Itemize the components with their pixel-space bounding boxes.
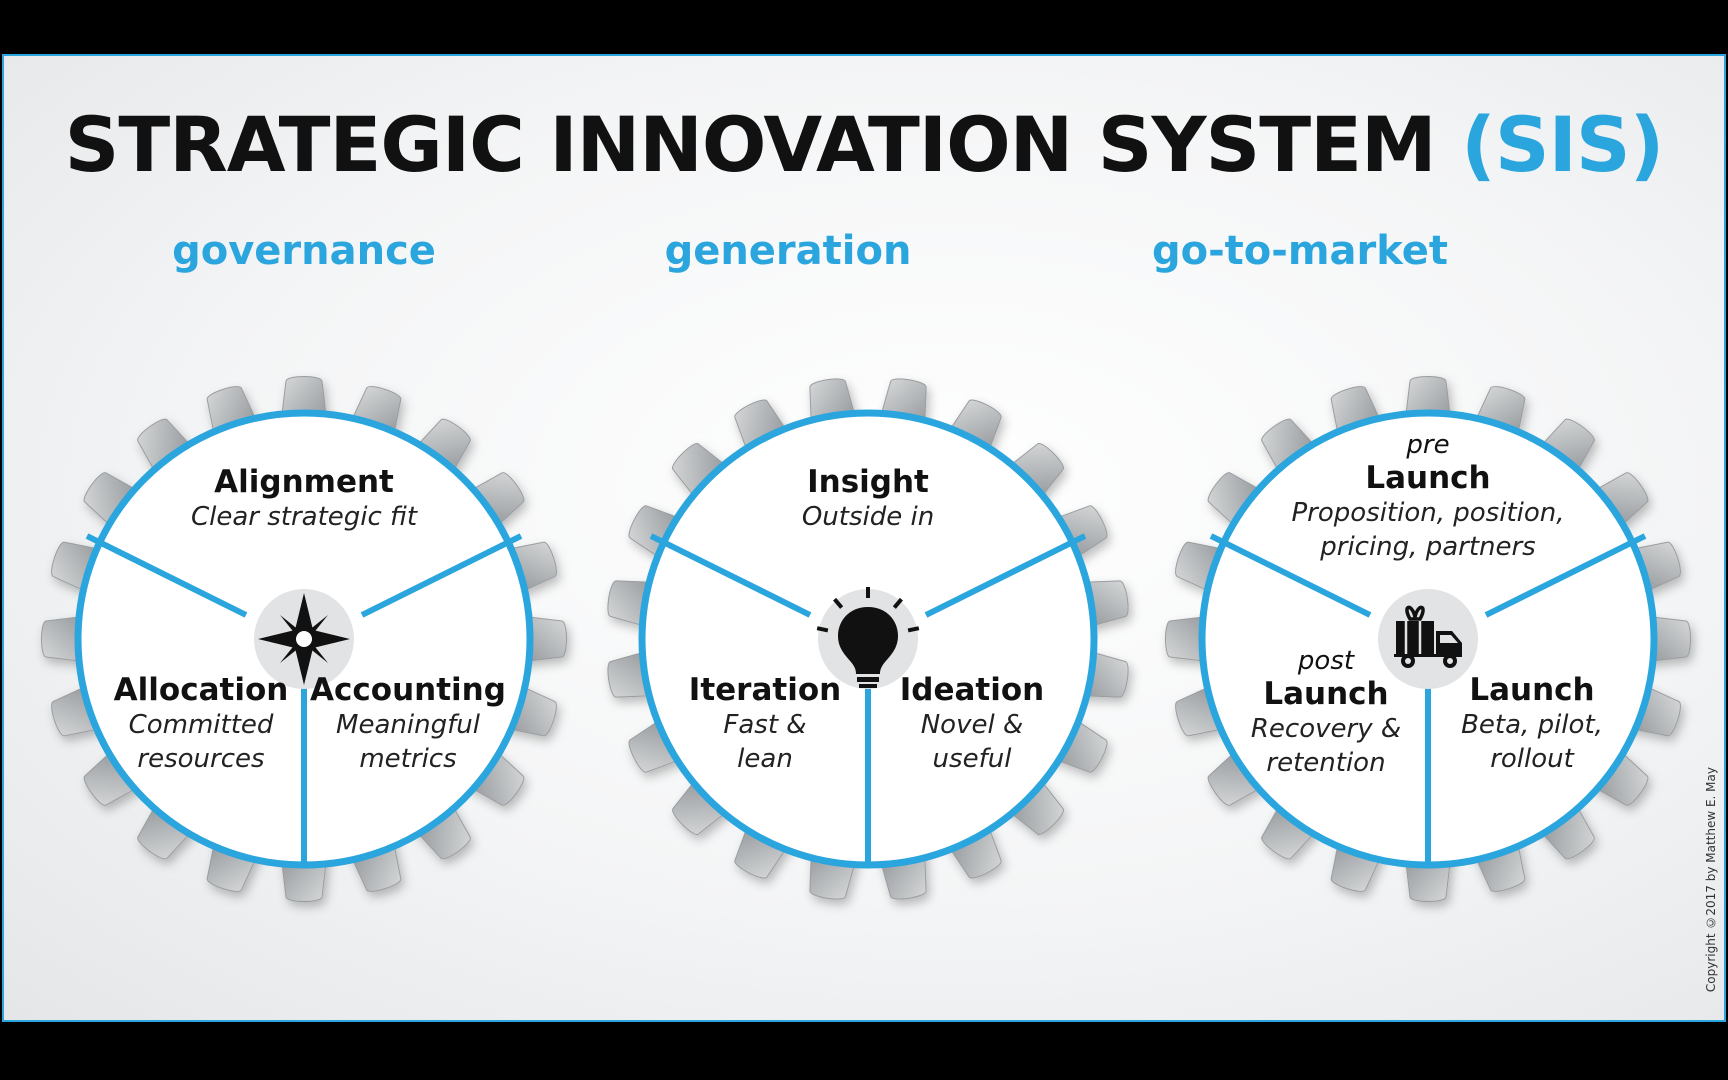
delivery-truck-icon [1394, 605, 1462, 668]
gear-label-go-to-market: go-to-market [1151, 228, 1449, 274]
segment-desc: Fast & [723, 710, 807, 740]
segment-desc: resources [137, 744, 265, 774]
segment-heading: Launch [1365, 460, 1491, 496]
segment-left: Allocation Committed resources [104, 672, 298, 776]
segment-desc: Proposition, position, [1291, 498, 1565, 528]
segment-heading: Alignment [214, 464, 394, 500]
title-main: STRATEGIC INNOVATION SYSTEM [64, 100, 1437, 189]
segment-desc: retention [1266, 748, 1386, 778]
segment-heading: Launch [1263, 676, 1389, 712]
segment-desc: Recovery & [1250, 714, 1402, 744]
segment-desc: lean [737, 744, 793, 774]
segment-desc: metrics [359, 744, 457, 774]
segment-prefix: pre [1406, 430, 1450, 460]
page-title: STRATEGIC INNOVATION SYSTEM (SIS) [4, 100, 1724, 189]
segment-heading: Iteration [688, 672, 842, 708]
segment-top: pre Launch Proposition, position, pricin… [1258, 430, 1598, 564]
gears-diagram [41, 376, 1691, 902]
gear-generation [607, 378, 1129, 900]
segment-top: Insight Outside in [718, 464, 1018, 534]
segment-desc: useful [932, 744, 1012, 774]
segment-desc: Clear strategic fit [190, 502, 418, 532]
segment-left: post Launch Recovery & retention [1228, 646, 1424, 780]
gear-governance [41, 376, 567, 902]
segment-divider [1209, 533, 1372, 618]
gear-label-governance: governance [172, 228, 436, 274]
segment-divider [1484, 533, 1647, 618]
segment-heading: Ideation [899, 672, 1045, 708]
segment-desc: Novel & [920, 710, 1024, 740]
segment-divider [360, 533, 523, 618]
gear-go-to-market [1165, 376, 1691, 902]
segment-desc: Committed [128, 710, 274, 740]
segment-divider [649, 533, 812, 618]
segment-heading: Insight [807, 464, 929, 500]
segment-divider [924, 533, 1087, 618]
segment-desc: pricing, partners [1320, 532, 1536, 562]
gear-label-generation: generation [664, 228, 912, 274]
segment-heading: Accounting [310, 672, 506, 708]
compass-star-icon [258, 593, 350, 685]
segment-heading: Launch [1469, 672, 1595, 708]
segment-prefix: post [1297, 646, 1355, 676]
segment-divider [85, 533, 248, 618]
title-accent: (SIS) [1461, 100, 1664, 189]
segment-desc: Beta, pilot, [1461, 710, 1603, 740]
gear-tooth [997, 443, 1064, 510]
segment-right: Ideation Novel & useful [874, 672, 1070, 776]
segment-desc: Meaningful [336, 710, 480, 740]
gear-tooth [672, 768, 739, 835]
segment-top: Alignment Clear strategic fit [154, 464, 454, 534]
gear-tooth [997, 768, 1064, 835]
gear-tooth [672, 443, 739, 510]
segment-right: Accounting Meaningful metrics [310, 672, 506, 776]
copyright-notice: Copyright ©2017 by Matthew E. May [1704, 766, 1718, 992]
segment-heading: Allocation [113, 672, 289, 708]
slide: STRATEGIC INNOVATION SYSTEM (SIS) govern… [2, 54, 1726, 1022]
segment-left: Iteration Fast & lean [668, 672, 862, 776]
lightbulb-icon [816, 587, 920, 688]
segment-desc: rollout [1490, 744, 1574, 774]
segment-desc: Outside in [801, 502, 935, 532]
segment-right: Launch Beta, pilot, rollout [1434, 672, 1630, 776]
